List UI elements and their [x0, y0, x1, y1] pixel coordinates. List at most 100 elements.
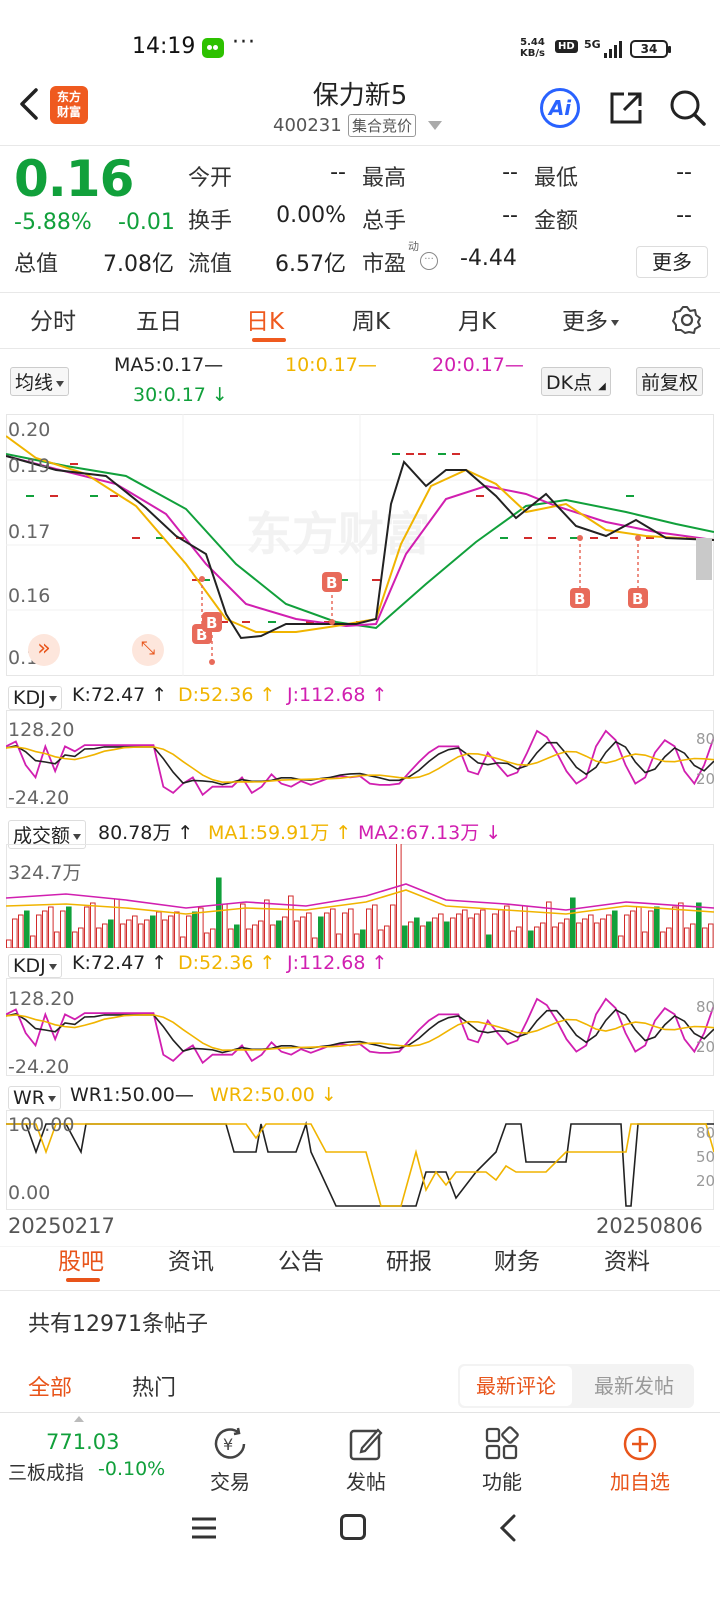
more-fields-button[interactable]: 更多 [636, 246, 708, 278]
share-icon[interactable] [606, 88, 646, 128]
function-button[interactable]: 功能 [482, 1470, 522, 1494]
field-value: -- [502, 203, 518, 228]
trade-icon[interactable]: ¥ [210, 1424, 250, 1464]
volume-bar [234, 924, 240, 948]
wr-y-bottom: 0.00 [8, 1182, 51, 1204]
volume-bar [180, 936, 186, 948]
kdj-d-line [6, 1014, 714, 1051]
date-end: 20250806 [596, 1214, 703, 1238]
index-name[interactable]: 三板成指 [8, 1462, 85, 1484]
price-marker [696, 538, 712, 580]
filter-all[interactable]: 全部 [28, 1376, 73, 1401]
wr-ref-80: 80 [696, 1124, 716, 1142]
volume-bar [78, 927, 84, 948]
volume-bar [330, 908, 336, 948]
buy-marker[interactable]: B [322, 572, 342, 625]
volume-bar [414, 917, 420, 948]
tab-finance[interactable]: 财务 [494, 1249, 540, 1275]
volume-bar [150, 915, 156, 948]
volume-bar [666, 927, 672, 948]
fullscreen-icon[interactable]: ⤡ [132, 634, 164, 666]
volume-bar [630, 910, 636, 948]
buy-marker[interactable]: B [570, 535, 590, 608]
sort-latest-post[interactable]: 最新发帖 [594, 1374, 674, 1398]
chevron-down-icon[interactable] [428, 121, 442, 130]
field-value: -4.44 [460, 246, 517, 271]
volume-chart [6, 844, 714, 948]
sort-segmented-control: 最新评论 最新发帖 [458, 1364, 694, 1408]
add-circle-icon[interactable] [620, 1424, 660, 1464]
forward-adjust-toggle[interactable]: 前复权 [636, 367, 704, 396]
tab-announcements[interactable]: 公告 [278, 1249, 324, 1275]
dk-point-toggle[interactable]: DK点 ◢ [541, 367, 611, 396]
add-watchlist-button[interactable]: 加自选 [610, 1470, 670, 1494]
volume-bar [360, 929, 366, 948]
y-axis-label: 0.20 [8, 419, 50, 441]
tab-monthly-k[interactable]: 月K [458, 309, 497, 335]
tab-news[interactable]: 资讯 [168, 1249, 214, 1275]
edit-icon[interactable] [346, 1424, 386, 1464]
back-icon[interactable] [14, 84, 54, 128]
volume-bar [336, 933, 342, 948]
chevron-up-icon[interactable] [74, 1416, 84, 1422]
grid-icon[interactable] [482, 1424, 522, 1464]
ai-assistant-button[interactable]: Ai [540, 88, 580, 128]
index-value[interactable]: 771.03 [46, 1430, 120, 1454]
field-label: 今开 [188, 166, 233, 191]
volume-bar [678, 902, 684, 948]
info-icon[interactable]: ··· [420, 252, 438, 270]
volume-bar [168, 915, 174, 948]
field-label: 总手 [362, 209, 407, 234]
svg-text:B: B [326, 574, 337, 592]
tab-research[interactable]: 研报 [386, 1249, 432, 1275]
divider [0, 1290, 720, 1291]
change-percent: -5.88% [14, 210, 92, 235]
post-button[interactable]: 发帖 [346, 1470, 386, 1494]
expand-panel-icon[interactable]: » [28, 634, 60, 666]
volume-bar [498, 909, 504, 948]
tab-forum[interactable]: 股吧 [58, 1249, 104, 1275]
ma20-legend: 20:0.17— [432, 354, 524, 376]
sort-latest-comment[interactable]: 最新评论 [460, 1366, 572, 1406]
volume-bar [54, 931, 60, 948]
buy-marker[interactable]: B [202, 612, 222, 665]
volume-bar [456, 913, 462, 948]
tab-profile[interactable]: 资料 [604, 1249, 650, 1275]
ma-selector[interactable]: 均线 [10, 367, 70, 396]
svg-text:B: B [196, 626, 207, 644]
back-nav-icon[interactable] [496, 1513, 520, 1543]
volume-bar [546, 901, 552, 948]
pe-dynamic-mark: 动 [408, 240, 419, 253]
volume-ma1-line [6, 889, 714, 915]
search-icon[interactable] [668, 88, 708, 128]
kdj-y-bottom: -24.20 [8, 787, 70, 809]
index-change[interactable]: -0.10% [98, 1458, 166, 1480]
tab-daily-k[interactable]: 日K [246, 309, 285, 335]
gear-icon[interactable] [672, 305, 702, 335]
kdj-ref-20: 20 [696, 770, 716, 788]
auction-badge[interactable]: 集合竞价 [348, 114, 417, 137]
field-label: 流值 [188, 252, 233, 277]
tab-intraday[interactable]: 分时 [30, 309, 76, 335]
tab-five-day[interactable]: 五日 [136, 309, 182, 335]
volume-bar [252, 924, 258, 948]
filter-hot[interactable]: 热门 [132, 1376, 177, 1401]
home-icon[interactable] [340, 1514, 366, 1540]
volume-bar [372, 904, 378, 948]
volume-bar [504, 905, 510, 948]
wr-selector[interactable]: WR [8, 1086, 61, 1110]
field-label: 换手 [188, 209, 233, 234]
buy-marker[interactable]: B [628, 535, 648, 608]
kdj-selector[interactable]: KDJ [8, 686, 62, 710]
kdj-selector[interactable]: KDJ [8, 954, 62, 978]
menu-icon[interactable] [190, 1516, 218, 1540]
volume-bar [102, 923, 108, 948]
volume-bar [258, 920, 264, 948]
volume-bar [402, 925, 408, 948]
tab-weekly-k[interactable]: 周K [352, 309, 391, 335]
volume-bar [396, 844, 402, 948]
volume-bar [210, 928, 216, 948]
trade-button[interactable]: 交易 [210, 1470, 250, 1494]
tab-more[interactable]: 更多 [562, 302, 619, 336]
